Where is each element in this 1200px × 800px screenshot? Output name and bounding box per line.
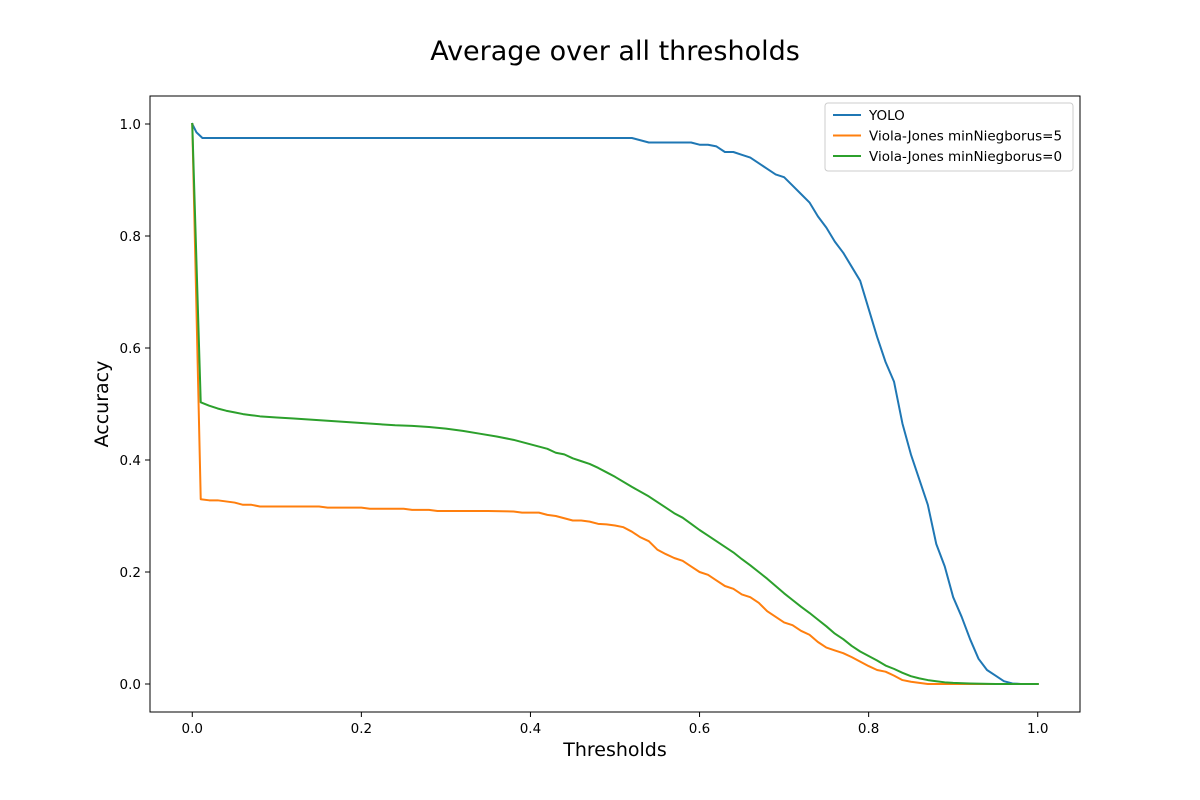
y-tick-label: 1.0 — [120, 117, 141, 133]
x-tick-label: 0.0 — [182, 721, 203, 737]
x-tick-label: 0.8 — [858, 721, 879, 737]
chart-title: Average over all thresholds — [430, 36, 800, 67]
legend-entries: YOLO Viola-Jones minNiegborus=5 Viola-Jone… — [833, 108, 1062, 165]
legend-box — [824, 102, 1074, 172]
series-line-1 — [190, 122, 1039, 685]
y-tick-label: 0.6 — [120, 341, 141, 357]
x-tick-label: 0.2 — [351, 721, 372, 737]
legend: YOLO Viola-Jones minNiegborus=5 Viola-Jone… — [824, 102, 1074, 172]
plot-frame — [149, 95, 1081, 713]
series-line-3 — [191, 122, 1039, 685]
y-tick-label: 0.8 — [120, 229, 141, 245]
legend-label-2: Viola-Jones minNiegborus=5 — [869, 129, 1062, 145]
x-axis-label: Thresholds — [562, 739, 667, 761]
legend-label-3: Viola-Jones minNiegborus=0 — [869, 149, 1062, 165]
x-tick-label: 0.4 — [520, 721, 541, 737]
series-layer — [190, 122, 1039, 685]
y-tick-label: 0.2 — [120, 565, 141, 581]
x-tick-label: 1.0 — [1027, 721, 1048, 737]
series-line-2 — [191, 122, 1039, 685]
x-tick-label: 0.6 — [689, 721, 710, 737]
legend-label-1: YOLO — [868, 108, 905, 124]
y-axis-label: Accuracy — [91, 361, 113, 448]
y-axis-ticks: 0.0 0.2 0.4 0.6 0.8 1.0 — [120, 117, 150, 693]
x-axis-ticks: 0.0 0.2 0.4 0.6 0.8 1.0 — [182, 712, 1048, 737]
y-tick-label: 0.4 — [120, 453, 141, 469]
y-tick-label: 0.0 — [120, 677, 141, 693]
